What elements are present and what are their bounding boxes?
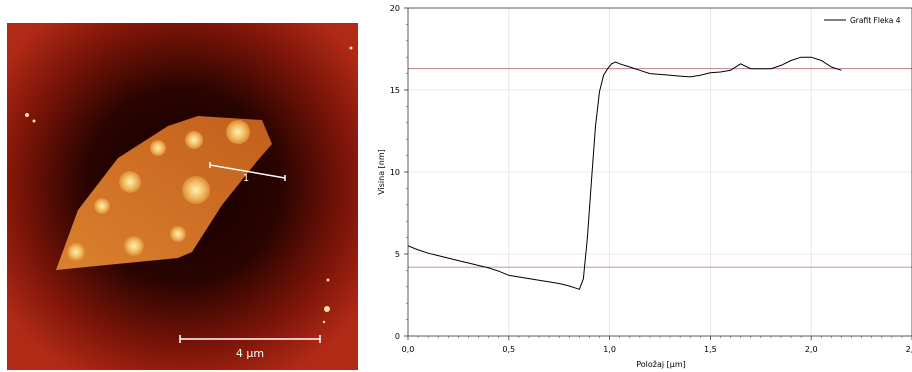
y-tick-label: 10 (390, 168, 400, 177)
legend: Grafit Fleka 4 (824, 16, 901, 25)
graphite-flake (56, 116, 272, 270)
scale-bar-label: 4 µm (236, 347, 264, 360)
y-axis-ticks: 0 5 10 15 20 (390, 4, 408, 341)
x-tick-label: 1,5 (704, 345, 717, 354)
series-line (407, 56, 842, 290)
x-tick-label: 0,5 (502, 345, 515, 354)
reference-lines (408, 68, 912, 268)
afm-topography-image: 1 4 µm (7, 23, 358, 370)
x-tick-label: 2,5 (906, 345, 912, 354)
profile-marker: 1 (209, 162, 286, 184)
y-tick-label: 0 (395, 332, 400, 341)
flake-spots (67, 120, 250, 261)
scale-bar: 4 µm (179, 335, 321, 360)
height-profile-chart: 0 5 10 15 20 0,0 0,5 1,0 1,5 2,0 2,5 Grafit Fleka… (377, 4, 912, 369)
x-tick-label: 2,0 (805, 345, 818, 354)
y-tick-label: 5 (395, 250, 400, 259)
legend-label: Grafit Fleka 4 (850, 16, 901, 25)
profile-marker-label: 1 (243, 173, 249, 184)
chart-grid (408, 8, 912, 336)
y-tick-label: 20 (390, 4, 400, 13)
series-layer (407, 56, 842, 290)
y-axis-label: Visina [nm] (377, 149, 386, 195)
x-axis-ticks: 0,0 0,5 1,0 1,5 2,0 2,5 (402, 336, 912, 354)
x-tick-label: 0,0 (402, 345, 415, 354)
x-tick-label: 1,0 (603, 345, 616, 354)
y-tick-label: 15 (390, 86, 400, 95)
x-axis-label: Položaj [µm] (636, 360, 686, 369)
surface-particles (25, 46, 353, 324)
